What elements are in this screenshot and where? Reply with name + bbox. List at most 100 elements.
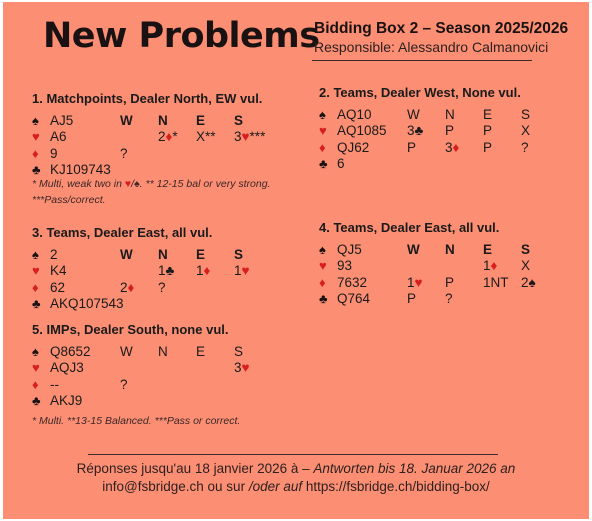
hand-hearts: AQ1085 xyxy=(337,123,387,138)
problem-5: 5. IMPs, Dealer South, none vul. ♠ Q8652 W… xyxy=(32,322,272,410)
club-icon: ♣ xyxy=(32,393,41,408)
hand-hearts: K4 xyxy=(50,263,67,278)
bid: N xyxy=(158,112,168,128)
heart-icon: ♥ xyxy=(32,360,40,375)
hand-spades: AJ5 xyxy=(50,112,74,128)
hand-spades: 2 xyxy=(50,246,58,262)
bid: E xyxy=(196,112,206,128)
note-line: * Multi, weak two in ♥/♠. ** 12-15 bal o… xyxy=(32,178,271,190)
bid: P xyxy=(445,123,455,138)
heart-icon: ♥ xyxy=(319,258,327,273)
bid: ? xyxy=(158,279,166,295)
header-rule xyxy=(312,60,532,61)
bid: W xyxy=(120,112,133,128)
bid: 2♦* xyxy=(158,129,178,144)
note-line: ***Pass/correct. xyxy=(32,194,106,206)
spade-icon: ♠ xyxy=(32,246,39,262)
page-title: New Problems xyxy=(43,16,320,56)
spade-icon: ♠ xyxy=(32,112,39,128)
club-icon: ♣ xyxy=(32,296,41,311)
hand-spades: QJ5 xyxy=(337,241,362,257)
bid: P xyxy=(483,123,493,138)
diamond-icon: ♦ xyxy=(127,279,135,295)
bid: 3♥*** xyxy=(234,129,266,144)
heart-icon: ♥ xyxy=(32,263,40,278)
diamond-icon: ♦ xyxy=(32,145,39,161)
bid: S xyxy=(234,112,244,128)
diamond-icon: ♦ xyxy=(32,376,39,392)
hand-diamonds: 7632 xyxy=(337,274,368,290)
header-info: Bidding Box 2 – Season 2025/2026 Respons… xyxy=(314,19,568,56)
club-icon: ♣ xyxy=(32,162,41,177)
footer-de: Antworten bis 18. Januar 2026 an xyxy=(313,461,516,476)
bid: W xyxy=(407,106,420,122)
heart-icon: ♥ xyxy=(241,360,250,375)
footer: Réponses jusqu'au 18 janvier 2026 à – An… xyxy=(3,460,589,496)
bid: 1♦ xyxy=(196,263,211,278)
bid: 3♥ xyxy=(234,360,250,375)
bid: 2♦ xyxy=(120,279,135,295)
footer-line-2: info@fsbridge.ch ou sur /oder auf https:… xyxy=(3,478,589,496)
hand-clubs: AKJ9 xyxy=(50,393,83,408)
diamond-icon: ♦ xyxy=(203,263,211,278)
bid: S xyxy=(234,343,244,359)
bid: P xyxy=(407,291,417,306)
hand-diamonds: 9 xyxy=(50,145,58,161)
diamond-icon: ♦ xyxy=(319,139,326,155)
bid: E xyxy=(196,246,206,262)
heart-icon: ♥ xyxy=(241,129,250,144)
bid: ? xyxy=(445,291,453,306)
problem-1-note: * Multi, weak two in ♥/♠. ** 12-15 bal o… xyxy=(32,176,271,208)
bid: 1♥ xyxy=(407,274,423,290)
problem-title: 2. Teams, Dealer West, None vul. xyxy=(319,85,521,100)
header-responsible: Responsible: Alessandro Calmanovici xyxy=(314,39,549,55)
bid: E xyxy=(196,343,206,359)
bid: X xyxy=(521,258,531,273)
note-line: * Multi. **13-15 Balanced. ***Pass or co… xyxy=(32,415,241,427)
club-icon: ♣ xyxy=(319,291,328,306)
footer-de-2: /oder auf xyxy=(248,479,303,494)
heart-icon: ♥ xyxy=(414,274,423,290)
bid: P xyxy=(445,274,455,290)
hand-clubs: 6 xyxy=(337,156,345,171)
bid: E xyxy=(483,241,493,257)
bid: W xyxy=(120,246,133,262)
footer-email: info@fsbridge.ch ou sur xyxy=(102,479,249,494)
diamond-icon: ♦ xyxy=(319,274,326,290)
bid: P xyxy=(483,139,493,155)
bidding-box-page: New Problems Bidding Box 2 – Season 2025… xyxy=(3,2,589,519)
footer-fr: Réponses jusqu'au 18 janvier 2026 à – xyxy=(76,461,314,476)
bid: S xyxy=(234,246,244,262)
bid: X xyxy=(521,123,531,138)
bid: N xyxy=(445,241,455,257)
bid: S xyxy=(521,241,531,257)
problem-title: 4. Teams, Dealer East, all vul. xyxy=(319,220,500,235)
bid: N xyxy=(158,343,168,359)
bid: 2♠ xyxy=(521,274,536,290)
bid: N xyxy=(158,246,168,262)
spade-icon: ♠ xyxy=(32,343,39,359)
bid: 1♦ xyxy=(483,258,498,273)
bid: 3♣ xyxy=(407,123,424,138)
diamond-icon: ♦ xyxy=(452,139,460,155)
diamond-icon: ♦ xyxy=(490,258,498,273)
problem-title: 3. Teams, Dealer East, all vul. xyxy=(32,225,213,240)
heart-icon: ♥ xyxy=(124,178,132,190)
problem-title: 1. Matchpoints, Dealer North, EW vul. xyxy=(32,91,263,106)
bid: 1♣ xyxy=(158,263,175,278)
bid: N xyxy=(445,106,455,122)
header-subtitle: Bidding Box 2 – Season 2025/2026 xyxy=(314,20,569,37)
problem-2: 2. Teams, Dealer West, None vul. ♠ AQ10 W N… xyxy=(319,85,559,173)
hand-diamonds: -- xyxy=(50,376,59,392)
bid: 3♦ xyxy=(445,139,460,155)
problem-5-note: * Multi. **13-15 Balanced. ***Pass or co… xyxy=(32,413,240,429)
bid: 1NT xyxy=(483,274,509,290)
heart-icon: ♥ xyxy=(241,263,250,278)
problem-1: 1. Matchpoints, Dealer North, EW vul. ♠ A… xyxy=(32,91,272,179)
diamond-icon: ♦ xyxy=(165,129,173,144)
hand-hearts: 93 xyxy=(337,258,353,273)
hand-diamonds: QJ62 xyxy=(337,139,370,155)
bid: W xyxy=(120,343,133,359)
diamond-icon: ♦ xyxy=(32,279,39,295)
bid: 1♥ xyxy=(234,263,250,278)
